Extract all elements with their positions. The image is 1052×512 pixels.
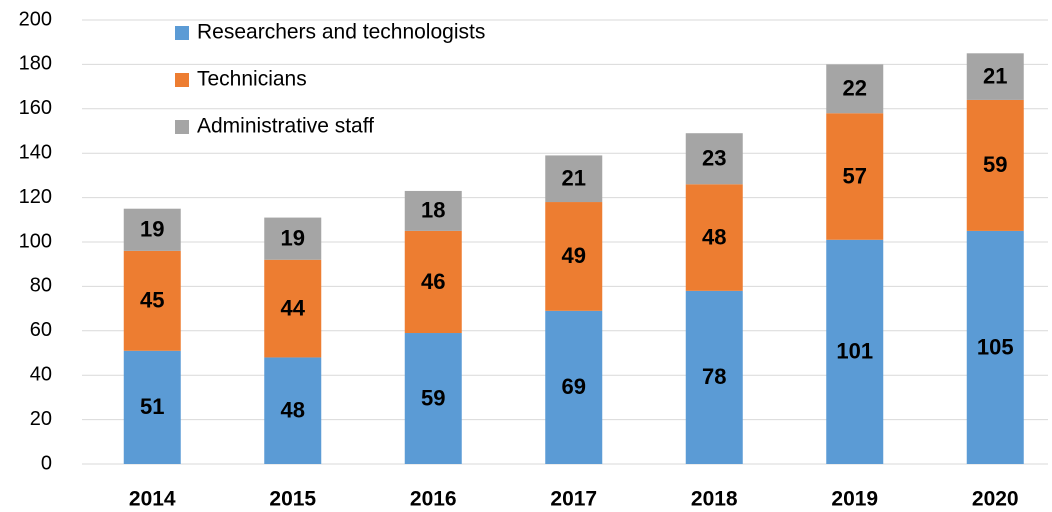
data-label: 48 — [281, 398, 305, 423]
legend-label: Technicians — [197, 68, 307, 91]
data-label: 21 — [562, 166, 586, 191]
bar-segment — [685, 184, 743, 291]
bar-segment — [264, 357, 322, 464]
x-tick-label: 2014 — [129, 488, 176, 511]
legend-label: Administrative staff — [197, 115, 374, 138]
bar-segment — [966, 53, 1024, 100]
y-tick-label: 200 — [19, 8, 52, 30]
bar-segment — [966, 230, 1024, 464]
x-tick-label: 2017 — [550, 488, 597, 511]
bar-segment — [404, 190, 462, 231]
y-tick-label: 140 — [19, 141, 52, 163]
data-label: 19 — [281, 225, 305, 250]
y-tick-label: 60 — [30, 319, 52, 341]
data-label: 21 — [983, 63, 1007, 88]
data-label: 69 — [562, 374, 586, 399]
data-label: 57 — [843, 163, 867, 188]
bar-segment — [826, 239, 884, 464]
x-tick-label: 2016 — [410, 488, 457, 511]
bar-segment — [123, 208, 181, 251]
data-label: 105 — [977, 334, 1014, 359]
data-label: 19 — [140, 217, 164, 242]
bar-segment — [685, 290, 743, 464]
data-label: 51 — [140, 394, 164, 419]
legend-swatch — [175, 26, 189, 40]
bar-segment — [264, 259, 322, 358]
bar-segment — [545, 202, 603, 311]
x-tick-label: 2015 — [269, 488, 316, 511]
data-label: 46 — [421, 269, 445, 294]
legend-label: Researchers and technologists — [197, 21, 485, 44]
bar-segment — [966, 99, 1024, 231]
y-tick-label: 180 — [19, 53, 52, 75]
bar-segment — [123, 350, 181, 464]
x-tick-label: 2018 — [691, 488, 738, 511]
legend-swatch — [175, 73, 189, 87]
data-label: 101 — [836, 339, 873, 364]
data-label: 44 — [281, 295, 306, 320]
y-tick-label: 80 — [30, 275, 52, 297]
data-label: 48 — [702, 224, 726, 249]
y-tick-label: 40 — [30, 363, 52, 385]
y-tick-label: 20 — [30, 408, 52, 430]
bar-segment — [685, 133, 743, 185]
y-tick-label: 160 — [19, 97, 52, 119]
bar-segment — [545, 310, 603, 464]
bar-segment — [545, 155, 603, 203]
data-label: 45 — [140, 288, 164, 313]
data-label: 23 — [702, 146, 726, 171]
x-tick-label: 2020 — [972, 488, 1019, 511]
data-label: 78 — [702, 364, 726, 389]
data-label: 49 — [562, 243, 586, 268]
bar-segment — [404, 333, 462, 464]
data-label: 22 — [843, 76, 867, 101]
x-tick-label: 2019 — [831, 488, 878, 511]
y-tick-label: 100 — [19, 230, 52, 252]
bar-segment — [264, 217, 322, 260]
y-tick-label: 120 — [19, 186, 52, 208]
data-label: 59 — [983, 152, 1007, 177]
bar-segment — [404, 230, 462, 334]
data-label: 59 — [421, 385, 445, 410]
legend-swatch — [175, 120, 189, 134]
bar-segment — [826, 113, 884, 240]
y-tick-label: 0 — [41, 452, 52, 474]
data-label: 18 — [421, 198, 445, 223]
bar-segment — [826, 64, 884, 114]
bar-segment — [123, 250, 181, 351]
